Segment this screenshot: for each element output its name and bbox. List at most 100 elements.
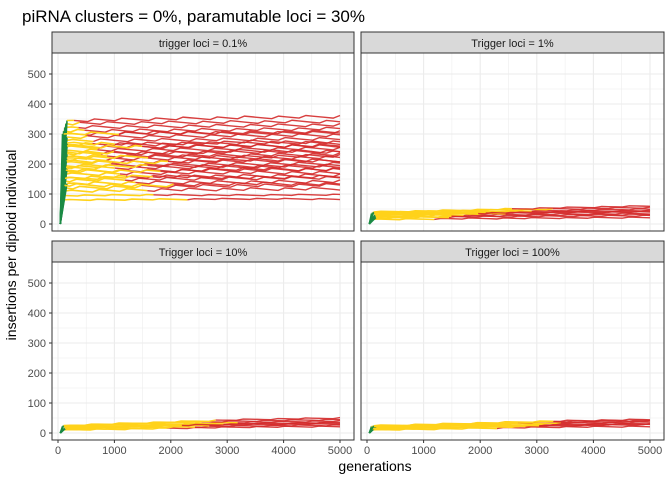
x-axis-title: generations (338, 458, 411, 474)
panel-border (360, 261, 665, 441)
series-line-phase3 (539, 422, 651, 427)
series-line-phase2 (65, 184, 142, 190)
panel-strip-label: trigger loci = 0.1% (159, 38, 248, 50)
series-line-phase1 (59, 145, 68, 225)
series-line-phase2 (373, 420, 554, 427)
series-line-phase1 (368, 216, 377, 225)
series-line-phase2 (65, 138, 94, 143)
series-line-phase2 (373, 207, 512, 213)
series-line-phase3 (87, 133, 341, 139)
x-tick-label: 0 (364, 445, 370, 457)
series-line-phase3 (187, 197, 341, 201)
series-line-phase3 (153, 193, 341, 197)
series-line-phase3 (147, 163, 341, 169)
series-line-phase3 (553, 418, 651, 423)
series-line-phase3 (141, 182, 341, 189)
series-line-phase3 (560, 419, 651, 424)
series-line-phase3 (167, 157, 341, 164)
x-tick-label: 0 (55, 445, 61, 457)
series-line-phase2 (66, 141, 115, 146)
series-line-phase2 (62, 197, 188, 202)
series-line-phase3 (93, 136, 341, 143)
y-axis-title: insertions per diploid individual (3, 150, 19, 341)
y-tick-label: 200 (28, 159, 46, 171)
panel-background (361, 53, 664, 231)
panel-background (361, 262, 664, 440)
y-tick-label: 500 (28, 69, 46, 81)
y-tick-label: 100 (28, 189, 46, 201)
series-line-phase3 (73, 114, 341, 123)
x-tick-label: 1000 (411, 445, 435, 457)
series-line-phase3 (434, 216, 651, 221)
series-line-phase3 (552, 206, 651, 210)
panels: trigger loci = 0.1% 0 100 200 300 400 500 Trigg… (28, 31, 665, 457)
series-line-phase2 (374, 212, 479, 217)
series-line-phase3 (160, 166, 341, 174)
series-line-phase3 (463, 212, 651, 217)
series-line-phase3 (78, 122, 341, 130)
y-tick-label: 200 (28, 368, 46, 380)
y-tick-label: 400 (28, 308, 46, 320)
x-tick-label: 5000 (328, 445, 352, 457)
series-line-phase1 (59, 427, 66, 434)
series-line-phase2 (66, 143, 143, 149)
series-line-phase2 (64, 424, 182, 429)
series-line-phase3 (194, 424, 341, 429)
chart-title: piRNA clusters = 0%, paramutable loci = … (22, 7, 365, 26)
series-line-phase3 (114, 139, 341, 147)
panel-strip-label: Trigger loci = 1% (471, 38, 554, 50)
series-line-phase2 (63, 193, 154, 197)
series-line-phase2 (62, 182, 174, 188)
y-tick-label: 500 (28, 278, 46, 290)
series-line-phase2 (62, 174, 153, 181)
panel-strip-label: Trigger loci = 100% (465, 247, 560, 259)
series-line-phase2 (64, 163, 148, 170)
series-line-phase3 (546, 421, 651, 425)
series-line-phase3 (215, 416, 341, 422)
series-line-phase2 (64, 187, 148, 193)
x-tick-label: 4000 (581, 445, 605, 457)
series-line-phase2 (65, 150, 115, 155)
x-tick-label: 3000 (525, 445, 549, 457)
series-line-phase3 (478, 210, 651, 215)
series-line-phase2 (66, 135, 88, 140)
series-line-phase1 (368, 425, 375, 434)
series-line-phase3 (92, 140, 341, 147)
series-line-phase2 (62, 177, 126, 183)
series-line-phase3 (152, 174, 341, 180)
y-tick-label: 0 (40, 219, 46, 231)
series-line-phase2 (63, 168, 161, 174)
panel-border (360, 52, 665, 232)
panel-border (51, 52, 355, 232)
series-line-phase3 (173, 181, 341, 187)
series-line-phase3 (100, 149, 341, 155)
series-line-phase3 (111, 161, 341, 168)
x-tick-label: 2000 (159, 445, 183, 457)
series-line-phase2 (63, 160, 113, 165)
series-line-phase2 (62, 148, 98, 153)
x-tick-label: 4000 (271, 445, 295, 457)
series-line-phase3 (511, 205, 651, 210)
x-tick-label: 5000 (638, 445, 662, 457)
panel: Trigger loci = 100% 0 1000 2000 3000 4000 5000 (360, 240, 665, 457)
series-line-phase3 (142, 143, 341, 150)
series-line-phase3 (147, 153, 341, 159)
series-line-phase3 (113, 148, 341, 156)
y-tick-label: 100 (28, 398, 46, 410)
series-line-phase3 (118, 130, 341, 136)
y-tick-label: 300 (28, 129, 46, 141)
series-line-phase3 (84, 126, 341, 133)
series-line-phase2 (372, 424, 540, 430)
series-line-phase3 (531, 208, 651, 213)
series-line-phase2 (64, 171, 120, 177)
x-tick-label: 1000 (102, 445, 126, 457)
series-line-phase3 (79, 119, 341, 125)
series-line-phase2 (63, 419, 216, 427)
panel-background (52, 262, 354, 440)
series-line-phase2 (65, 153, 108, 159)
panel-strip-label: Trigger loci = 10% (159, 247, 248, 259)
y-tick-label: 400 (28, 99, 46, 111)
series-line-phase3 (201, 418, 341, 423)
panel-border (51, 261, 355, 441)
